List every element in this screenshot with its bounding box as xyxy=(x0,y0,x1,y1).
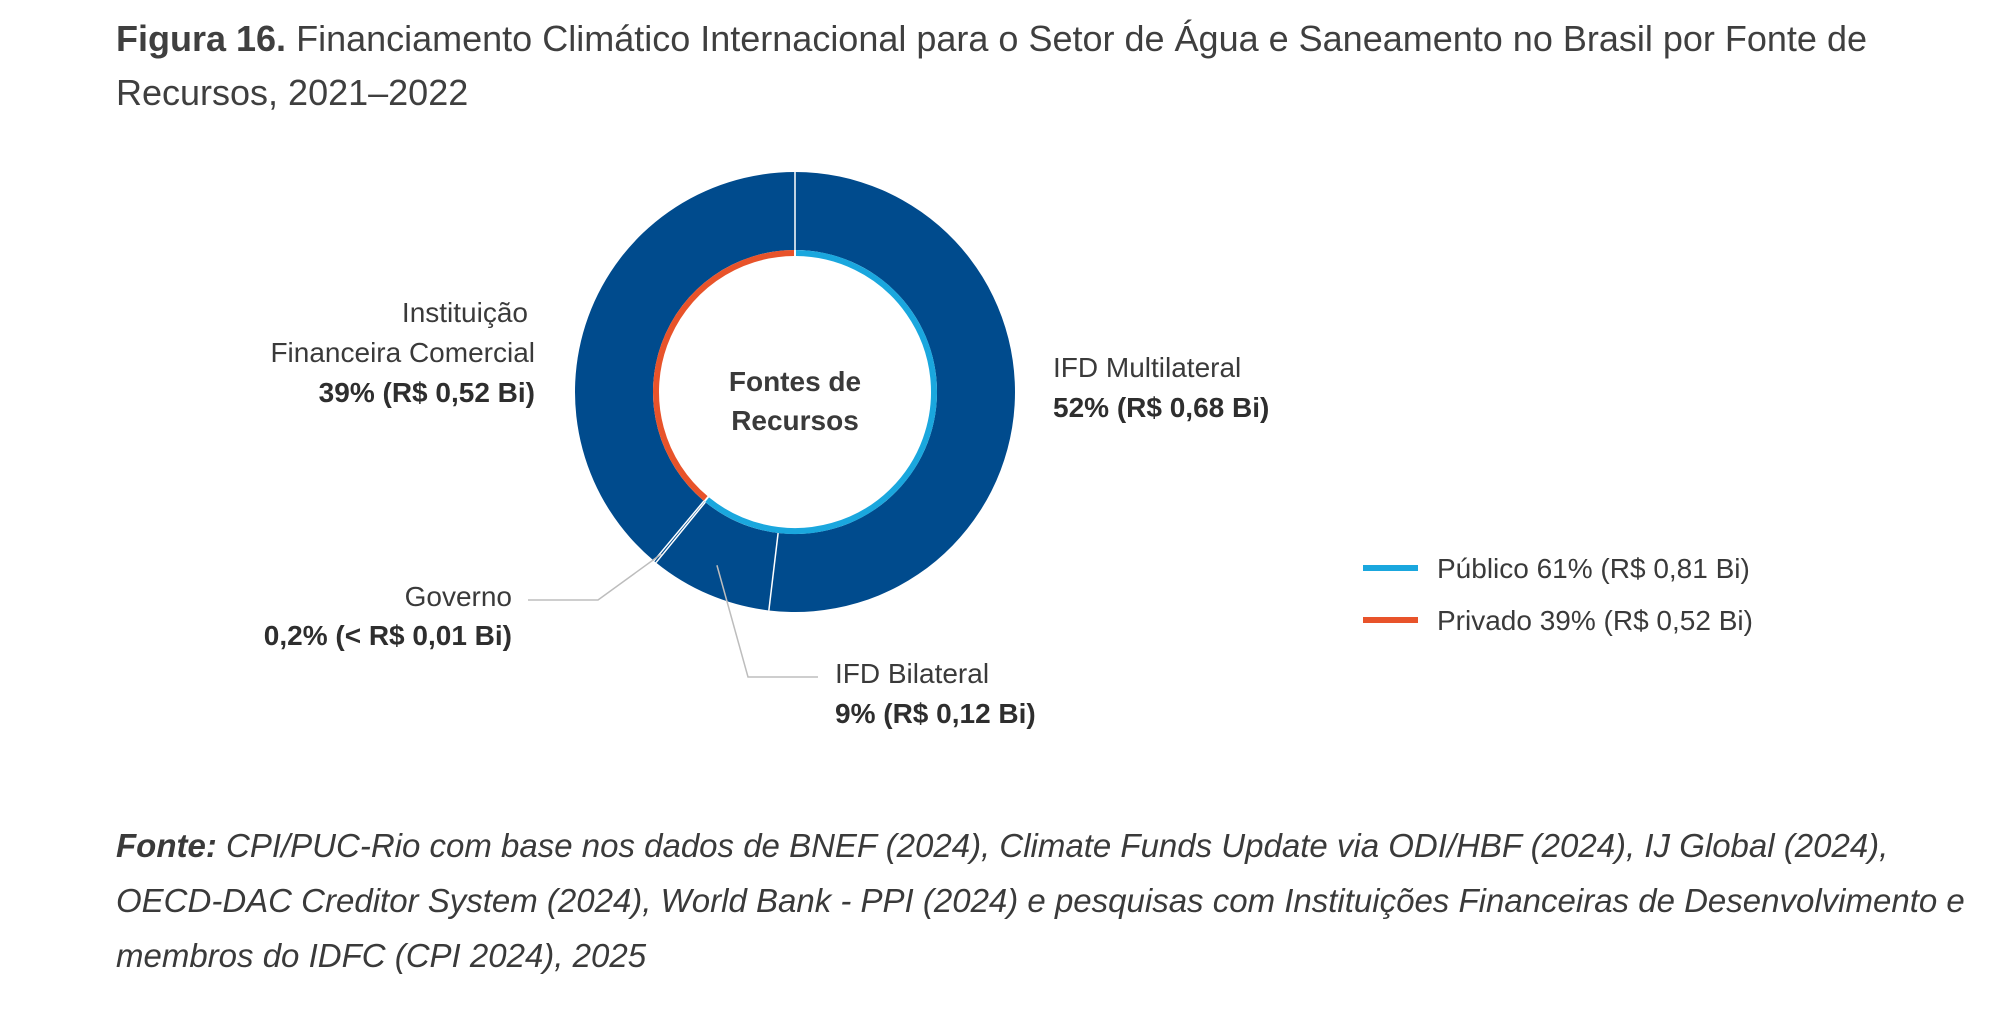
inner-slice-publico xyxy=(705,250,937,534)
leader-lines xyxy=(528,553,818,678)
center-label-line2: Recursos xyxy=(731,405,859,436)
center-label-line1: Fontes de xyxy=(729,366,861,397)
outer-slice-ifd-multilateral xyxy=(768,172,1015,612)
slice-label-ifd-multilateral: IFD Multilateral xyxy=(1053,352,1241,383)
outer-slice-separator xyxy=(655,501,706,564)
outer-ring xyxy=(574,172,1015,612)
leader-line-ifd-bilateral xyxy=(716,565,818,678)
source-note: Fonte: CPI/PUC-Rio com base nos dados de… xyxy=(116,818,1966,983)
source-label: Fonte: xyxy=(116,827,217,864)
slice-label-ifc-line1: Instituição xyxy=(402,297,528,328)
outer-slice-separator xyxy=(768,532,779,611)
legend-label-privado: Privado 39% (R$ 0,52 Bi) xyxy=(1437,605,1753,636)
slice-value-governo: 0,2% (< R$ 0,01 Bi) xyxy=(264,620,512,651)
outer-slice-instituicao-financeira-comercial xyxy=(574,172,795,561)
slice-value-ifc: 39% (R$ 0,52 Bi) xyxy=(319,377,535,408)
inner-ring xyxy=(653,250,937,534)
outer-slice-ifd-bilateral xyxy=(656,502,779,611)
outer-slice-governo xyxy=(653,500,706,563)
figure-title-text: Financiamento Climático Internacional pa… xyxy=(116,18,1867,113)
figure-title: Figura 16. Financiamento Climático Inter… xyxy=(116,12,1956,120)
figure-number: Figura 16. xyxy=(116,18,287,59)
leader-line-governo xyxy=(528,553,662,601)
source-text: CPI/PUC-Rio com base nos dados de BNEF (… xyxy=(116,827,1965,974)
slice-value-ifd-bilateral: 9% (R$ 0,12 Bi) xyxy=(835,698,1036,729)
slice-label-governo: Governo xyxy=(405,581,512,612)
slice-label-ifd-bilateral: IFD Bilateral xyxy=(835,658,989,689)
legend: Público 61% (R$ 0,81 Bi) Privado 39% (R$… xyxy=(1363,553,1753,636)
slice-value-ifd-multilateral: 52% (R$ 0,68 Bi) xyxy=(1053,392,1269,423)
legend-label-publico: Público 61% (R$ 0,81 Bi) xyxy=(1437,553,1750,584)
slice-label-ifc-line2: Financeira Comercial xyxy=(270,337,535,368)
inner-slice-privado xyxy=(653,250,795,501)
outer-slice-separator xyxy=(653,500,705,562)
